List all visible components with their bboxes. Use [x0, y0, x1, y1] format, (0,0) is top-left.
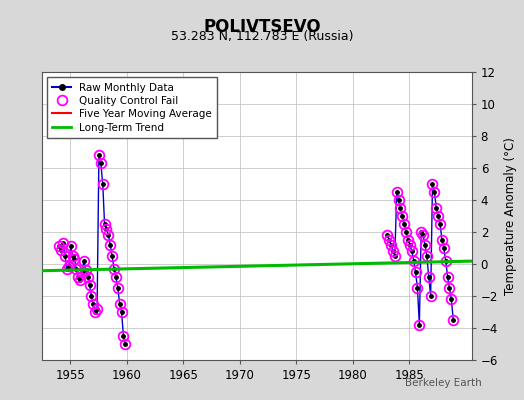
Y-axis label: Temperature Anomaly (°C): Temperature Anomaly (°C): [504, 137, 517, 295]
Text: Berkeley Earth: Berkeley Earth: [406, 378, 482, 388]
Text: 53.283 N, 112.783 E (Russia): 53.283 N, 112.783 E (Russia): [171, 30, 353, 43]
Text: POLIVTSEVO: POLIVTSEVO: [203, 18, 321, 36]
Legend: Raw Monthly Data, Quality Control Fail, Five Year Moving Average, Long-Term Tren: Raw Monthly Data, Quality Control Fail, …: [47, 77, 217, 138]
